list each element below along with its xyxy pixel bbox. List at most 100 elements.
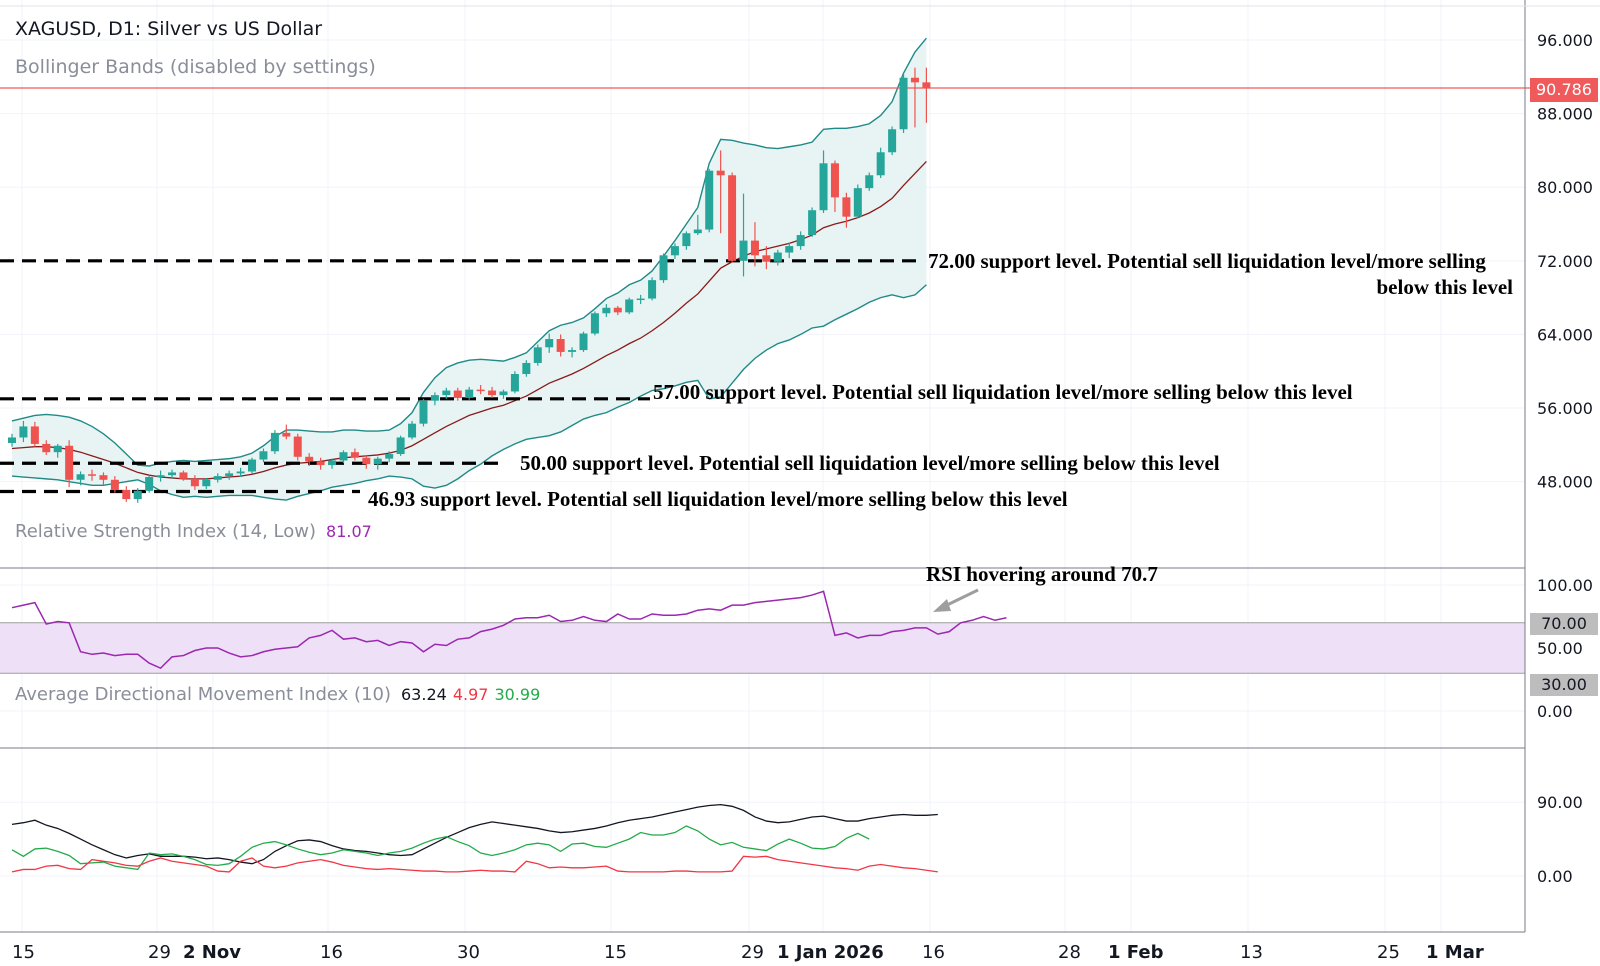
annotation-support-72-line2: below this level (1376, 275, 1514, 299)
candle-body (282, 432, 291, 437)
candle-body (899, 77, 908, 130)
candle-body (533, 347, 542, 363)
candle-body (202, 479, 211, 487)
rsi-arrow-head (933, 599, 951, 612)
candle-body (568, 350, 577, 352)
annotation-support-4693: 46.93 support level. Potential sell liqu… (368, 487, 1068, 511)
rsi-arrow (933, 588, 979, 612)
candle-body (865, 175, 874, 189)
price-tick-label: 88.000 (1537, 105, 1593, 124)
candle-body (88, 474, 97, 476)
pane-frame (0, 0, 1600, 933)
candle-body (65, 445, 74, 480)
candle-body (385, 454, 394, 459)
candle-body (350, 452, 359, 458)
candle-body (830, 163, 839, 198)
candle-body (316, 461, 325, 466)
adx-value-plus-di: 30.99 (494, 685, 541, 704)
candle-body (259, 451, 268, 460)
rsi-tick-label: 100.00 (1537, 576, 1593, 595)
annotation-rsi-note: RSI hovering around 70.7 (926, 562, 1158, 586)
candle-body (453, 390, 462, 398)
candle-body (728, 175, 737, 261)
candle-body (682, 233, 691, 247)
candle-body (705, 170, 714, 230)
candle-body (419, 400, 428, 424)
candle-body (293, 436, 302, 457)
annotation-support-50: 50.00 support level. Potential sell liqu… (520, 451, 1220, 475)
rsi-30-tag: 30.00 (1530, 674, 1598, 696)
candle-body (750, 240, 759, 256)
current-price-tag: 90.786 (1530, 78, 1598, 102)
candle-body (499, 391, 508, 396)
candle-body (739, 240, 748, 261)
candle-body (556, 339, 565, 352)
candle-body (590, 313, 599, 334)
candle-body (613, 307, 622, 313)
time-tick-label: 1 Jan 2026 (777, 942, 884, 963)
candle-body (659, 255, 668, 281)
adx-legend: Average Directional Movement Index (10) 6… (15, 684, 540, 705)
annotation-support-57: 57.00 support level. Potential sell liqu… (653, 380, 1353, 404)
candle-body (796, 235, 805, 247)
candle-body (225, 473, 234, 477)
rsi-band (0, 622, 1525, 674)
minus-di-line (11, 855, 938, 873)
candle-body (773, 252, 782, 262)
time-tick-label: 1 Mar (1426, 942, 1484, 963)
candle-body (133, 490, 142, 500)
time-tick-label: 1 Feb (1108, 942, 1164, 963)
rsi-line (11, 590, 1007, 670)
candle-body (716, 170, 725, 176)
candle-body (842, 197, 851, 217)
price-axis-ticks: 96.000 88.000 80.000 72.000 64.000 56.000 48.0… (1537, 31, 1593, 886)
candle-body (53, 445, 62, 453)
candle-body (270, 432, 279, 452)
time-tick-label: 15 (12, 942, 35, 963)
candle-body (42, 443, 51, 453)
adx-value-adx: 63.24 (401, 685, 447, 704)
time-tick-label: 25 (1377, 942, 1400, 963)
candle-body (373, 458, 382, 465)
candle-body (8, 437, 16, 443)
candles[interactable] (8, 67, 931, 503)
candle-body (648, 280, 657, 299)
adx-series (11, 804, 938, 873)
time-tick-label: 15 (604, 942, 627, 963)
price-tick-label: 56.000 (1537, 399, 1593, 418)
candle-body (670, 246, 679, 256)
candle-body (305, 456, 314, 462)
candle-body (465, 389, 474, 398)
candle-body (408, 423, 417, 438)
price-tick-label: 80.000 (1537, 178, 1593, 197)
candle-body (328, 460, 337, 466)
candle-body (625, 299, 634, 313)
bollinger-label: Bollinger Bands (disabled by settings) (15, 56, 376, 78)
candle-body (19, 426, 28, 438)
time-tick-label: 29 (148, 942, 171, 963)
candle-body (30, 426, 39, 444)
rsi-tick-label: 50.00 (1537, 639, 1583, 658)
annotation-support-72-line1: 72.00 support level. Potential sell liqu… (928, 249, 1486, 273)
candle-body (156, 475, 165, 478)
chart-title: XAGUSD, D1: Silver vs US Dollar (15, 18, 323, 40)
candle-body (362, 457, 371, 465)
adx-tick-label: 0.00 (1537, 867, 1573, 886)
time-tick-label: 28 (1058, 942, 1081, 963)
price-tick-label: 64.000 (1537, 325, 1593, 344)
candle-body (145, 477, 154, 491)
candle-body (876, 152, 885, 176)
candle-body (430, 395, 439, 401)
rsi-value: 81.07 (326, 522, 372, 541)
candle-body (396, 437, 405, 455)
candle-body (602, 307, 611, 314)
candle-body (442, 390, 451, 396)
candle-body (213, 476, 222, 480)
plus-di-line (11, 825, 870, 871)
bollinger-fill (12, 38, 927, 501)
adx-value-minus-di: 4.97 (452, 685, 489, 704)
time-tick-label: 29 (741, 942, 764, 963)
price-tick-label: 48.000 (1537, 473, 1593, 492)
adx-tick-label: 90.00 (1537, 793, 1583, 812)
